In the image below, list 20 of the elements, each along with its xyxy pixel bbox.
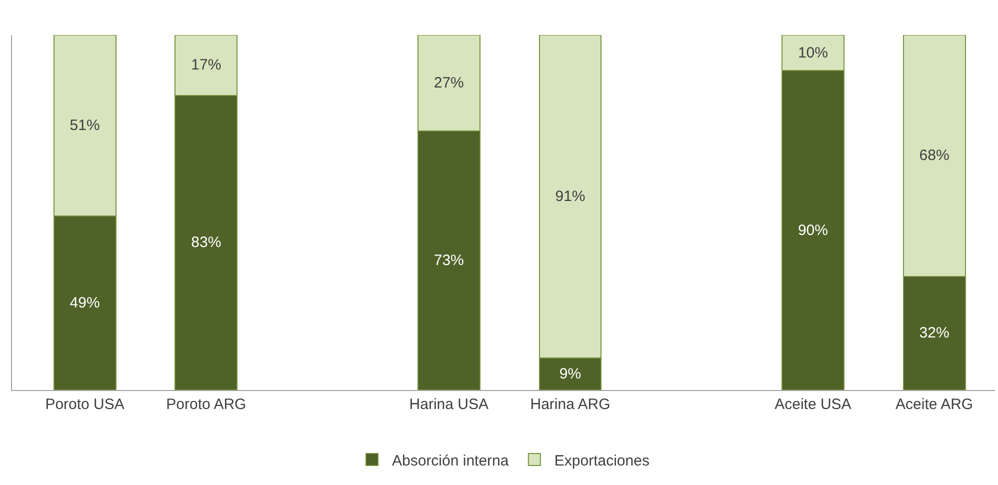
x-tick-label: Aceite USA <box>774 396 852 413</box>
x-tick-label: Harina ARG <box>530 396 610 413</box>
legend-label: Absorción interna <box>392 452 510 470</box>
data-label: 51% <box>70 117 100 134</box>
data-label: 49% <box>70 294 100 312</box>
data-label: 9% <box>559 366 582 383</box>
x-tick-label: Harina USA <box>409 396 488 413</box>
data-label: 91% <box>555 188 586 206</box>
data-label: 68% <box>919 147 950 164</box>
data-label: 32% <box>919 324 950 342</box>
data-label: 90% <box>798 222 828 239</box>
data-label: 83% <box>191 234 222 252</box>
data-label: 73% <box>434 252 464 269</box>
data-label: 17% <box>191 56 222 74</box>
data-label: 10% <box>798 44 828 62</box>
x-tick-label: Poroto ARG <box>166 396 246 413</box>
x-tick-label: Aceite ARG <box>896 396 974 413</box>
data-label: 27% <box>434 74 464 92</box>
legend-label: Exportaciones <box>554 452 650 470</box>
x-tick-label: Poroto USA <box>45 396 124 413</box>
